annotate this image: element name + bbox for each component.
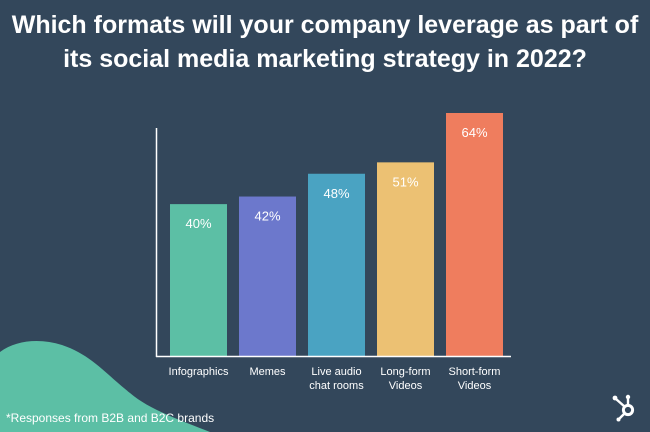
category-label: Videos [458,380,492,392]
footnote: *Responses from B2B and B2C brands [6,411,215,425]
category-label: Long-form [380,366,430,378]
bars-layer [170,113,503,356]
decorative-blob [0,340,210,432]
hubspot-sprocket-icon [612,394,635,422]
bar-value-label: 64% [461,125,487,140]
bar [377,162,434,356]
bar-value-label: 48% [323,186,349,201]
category-label: Memes [249,366,286,378]
bar [446,113,503,356]
bar [170,204,227,356]
category-label: Live audio [311,366,361,378]
chart-title: Which formats will your company leverage… [11,11,639,73]
category-label: Infographics [169,366,229,378]
bar-value-label: 42% [254,209,280,224]
bar [239,196,296,356]
labels-layer: 40% Infographics 42% Memes 48% Live audio chat… [169,125,501,392]
bar [308,173,365,356]
bar-value-label: 51% [392,174,418,189]
category-label: Short-form [449,366,501,378]
category-label: Videos [389,380,423,392]
bar-value-label: 40% [185,216,211,231]
category-label: chat rooms [309,380,364,392]
